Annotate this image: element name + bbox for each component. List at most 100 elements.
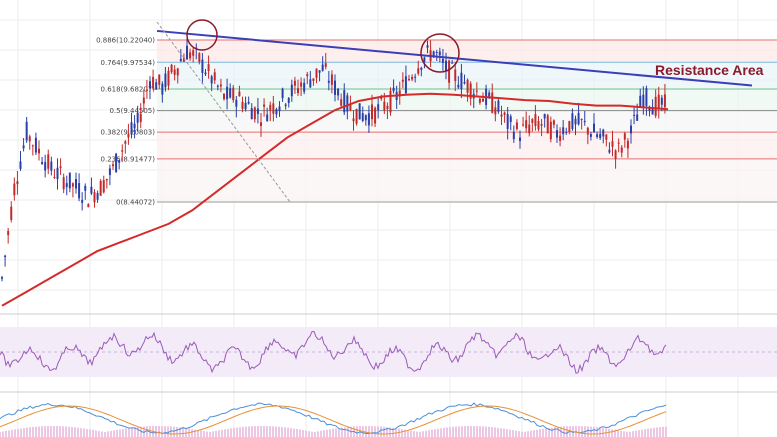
candle-body <box>389 90 392 113</box>
candle-body <box>108 168 111 175</box>
candle-body <box>537 120 540 130</box>
candle-body <box>269 104 272 111</box>
candle-body <box>96 193 99 200</box>
candle-body <box>38 148 40 154</box>
candle-body <box>226 86 229 100</box>
candle-body <box>244 102 247 110</box>
candle-body <box>266 114 269 122</box>
candle-body <box>34 137 37 153</box>
candle-body <box>349 104 352 111</box>
rsi-indicator-panel <box>0 327 777 377</box>
candle-body <box>16 181 19 185</box>
candle-body <box>293 80 296 86</box>
candle-body <box>398 90 401 97</box>
candle-body <box>491 92 494 113</box>
fib-level-label: 0(8.44072) <box>116 199 155 207</box>
candle-body <box>386 105 389 109</box>
candle-body <box>525 120 528 129</box>
candle-body <box>59 166 62 168</box>
candle-body <box>503 112 506 115</box>
candle-body <box>112 164 114 167</box>
candle-body <box>290 84 293 97</box>
candle-body <box>229 88 232 98</box>
candle-body <box>605 134 608 140</box>
candle-body <box>41 161 44 164</box>
candle-body <box>392 87 395 92</box>
rsi-band <box>0 327 777 377</box>
candle-body <box>75 179 77 189</box>
resistance-trendline <box>156 29 753 87</box>
rsi-line <box>0 330 667 374</box>
candle-body <box>192 50 195 56</box>
resistance-area-label: Resistance Area <box>655 62 764 78</box>
candle-body <box>651 106 654 115</box>
candle-body <box>623 133 626 140</box>
candle-body <box>497 100 500 112</box>
candle-body <box>417 68 420 74</box>
candle-body <box>272 103 275 114</box>
candle-body <box>300 82 303 87</box>
candle-body <box>426 45 429 48</box>
candle-body <box>596 134 599 138</box>
candle-body <box>657 94 660 109</box>
candle-body <box>648 107 651 111</box>
candle-body <box>247 101 250 104</box>
candle-body <box>540 124 543 126</box>
candle-body <box>204 72 207 75</box>
candle-body <box>423 57 426 62</box>
candle-body <box>377 104 380 111</box>
candle-body <box>198 53 201 63</box>
candle-body <box>50 161 53 171</box>
candle-body <box>633 114 636 116</box>
candle-body <box>463 82 466 84</box>
candle-body <box>133 123 136 129</box>
fib-level-label: 0.618(9.68207) <box>101 86 156 94</box>
candle-body <box>617 142 620 144</box>
candle-body <box>263 104 266 107</box>
candle-body <box>105 178 108 181</box>
candle-body <box>522 124 525 126</box>
candle-body <box>432 51 435 57</box>
candle-body <box>327 80 330 83</box>
candle-body <box>250 108 253 120</box>
candle-body <box>562 127 565 135</box>
candle-body <box>284 104 287 106</box>
candle-body <box>509 116 512 123</box>
candle-body <box>1 277 3 279</box>
candle-body <box>256 108 259 114</box>
candle-body <box>614 150 617 159</box>
candle-body <box>531 119 534 123</box>
candle-body <box>207 64 210 72</box>
candle-body <box>506 113 509 129</box>
candle-body <box>152 76 155 89</box>
candle-body <box>451 62 454 64</box>
candle-body <box>309 79 312 88</box>
candle-body <box>90 186 93 194</box>
candle-body <box>130 122 133 134</box>
candle-body <box>380 97 383 99</box>
candle-body <box>4 255 7 258</box>
candle-body <box>337 88 340 96</box>
candle-body <box>182 57 185 62</box>
candle-body <box>559 135 562 141</box>
candle-body <box>28 136 31 142</box>
candle-body <box>102 180 105 193</box>
candle-body <box>115 153 118 173</box>
candle-body <box>287 98 290 104</box>
candle-body <box>176 68 179 76</box>
candle-body <box>53 176 56 178</box>
candle-body <box>642 94 645 108</box>
fib-level-label: 0.236(8.91477) <box>101 155 156 163</box>
candle-body <box>435 51 438 53</box>
candle-body <box>441 58 444 63</box>
candle-body <box>22 145 25 149</box>
candle-body <box>460 72 463 90</box>
candle-body <box>420 67 423 70</box>
candle-body <box>68 172 71 189</box>
candle-body <box>25 121 28 141</box>
macd-indicator-panel <box>0 402 667 437</box>
candle-body <box>568 121 571 132</box>
candle-body <box>500 114 503 117</box>
candle-body <box>580 118 583 120</box>
candle-body <box>118 160 121 163</box>
